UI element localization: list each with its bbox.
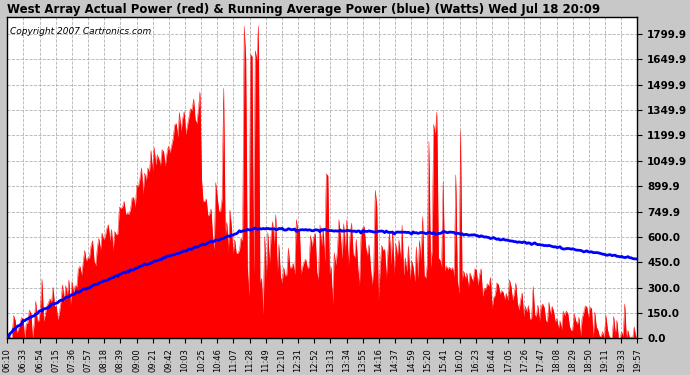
Text: Copyright 2007 Cartronics.com: Copyright 2007 Cartronics.com (10, 27, 152, 36)
Text: West Array Actual Power (red) & Running Average Power (blue) (Watts) Wed Jul 18 : West Array Actual Power (red) & Running … (8, 3, 600, 16)
